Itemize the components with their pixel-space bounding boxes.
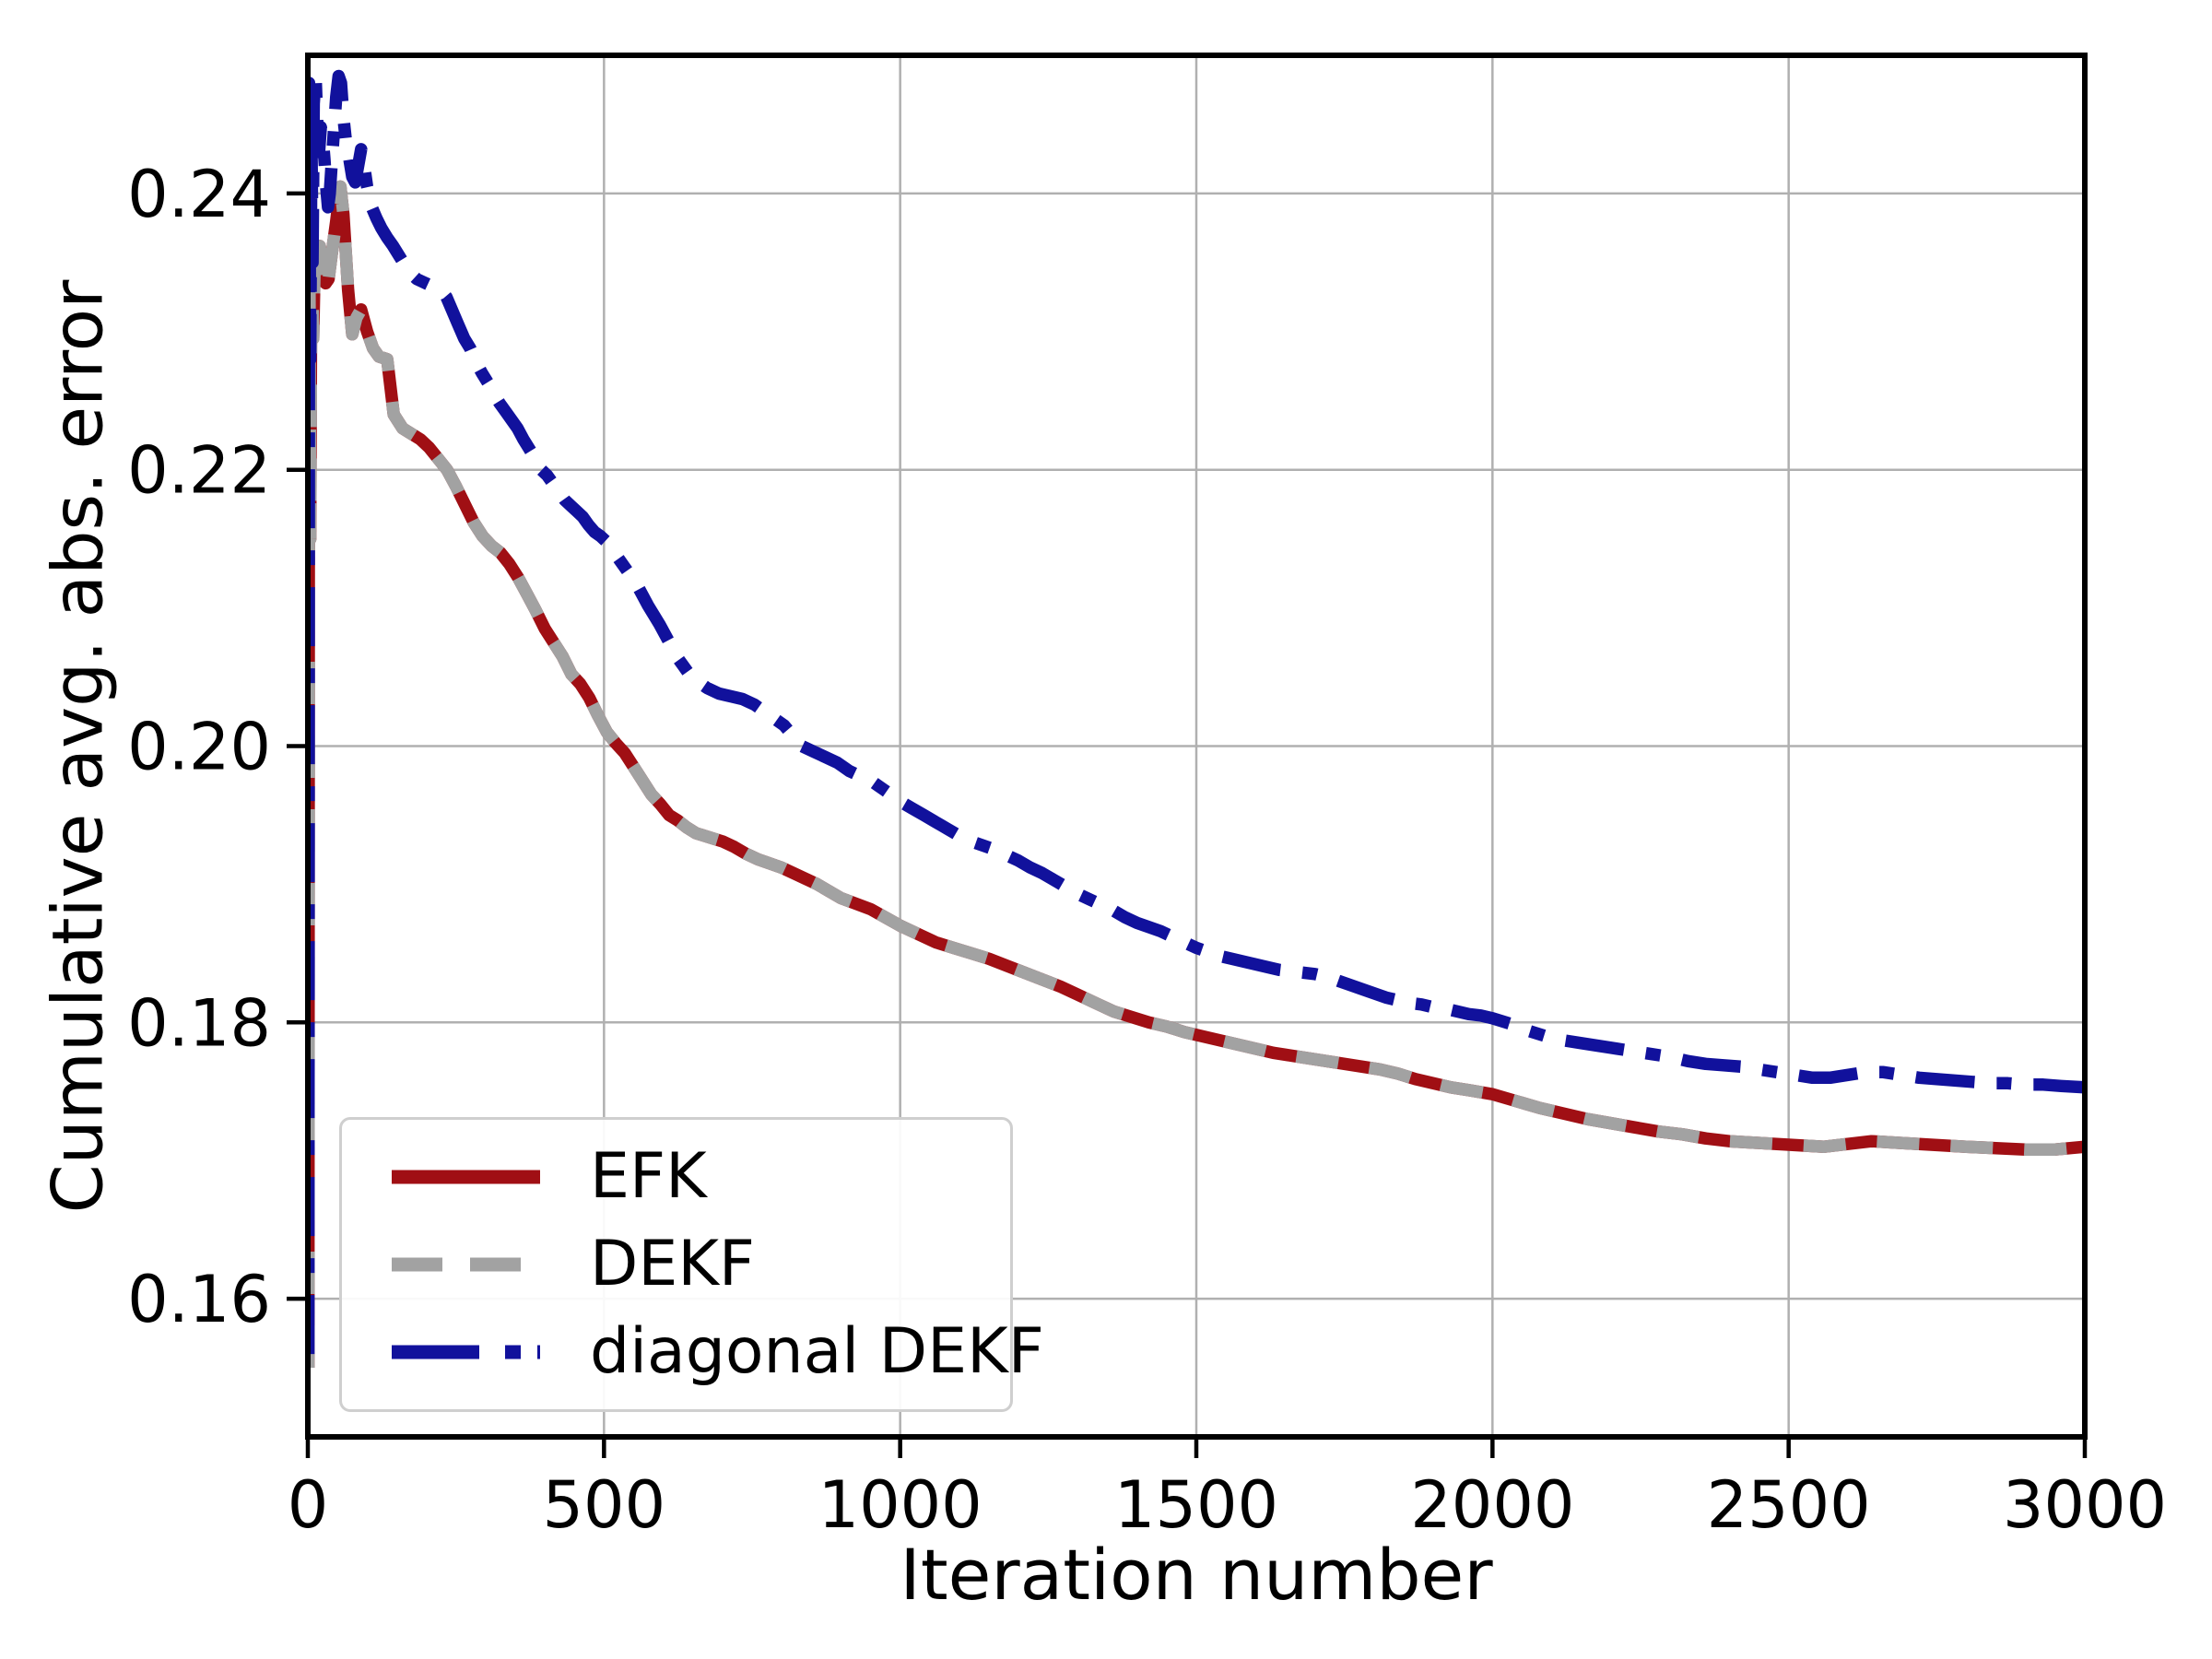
legend-line-efk-icon [392, 1170, 540, 1184]
x-tick-label: 2000 [1410, 1467, 1574, 1543]
legend-line-dekf-icon [392, 1257, 540, 1272]
x-tick-label: 3000 [2003, 1467, 2167, 1543]
tick-marks [287, 191, 2088, 1458]
y-tick-label: 0.18 [127, 985, 271, 1061]
y-tick-label: 0.24 [127, 157, 271, 232]
x-tick-label: 1000 [818, 1467, 982, 1543]
legend-item-efk: EFK [390, 1139, 1010, 1213]
x-tick-label: 500 [543, 1467, 666, 1543]
legend-item-diagonal-dekf: diagonal DEKF [390, 1321, 1044, 1383]
legend-label-dekf: DEKF [590, 1227, 756, 1300]
y-tick-label: 0.20 [127, 710, 271, 785]
x-axis-label: Iteration number [900, 1534, 1493, 1616]
x-tick-label: 1500 [1114, 1467, 1278, 1543]
y-tick-label: 0.16 [127, 1262, 271, 1337]
x-tick-label: 0 [288, 1467, 329, 1543]
legend-line-diagonal-dekf-icon [392, 1345, 540, 1359]
y-tick-label: 0.22 [127, 433, 271, 509]
dekf-line [308, 118, 2085, 1369]
y-axis-label: Cumulative avg. abs. error [36, 279, 119, 1214]
legend-label-efk: EFK [590, 1139, 707, 1213]
legend: EFK DEKF diagonal DEKF [339, 1117, 1044, 1412]
legend-label-diagonal-dekf: diagonal DEKF [590, 1315, 1044, 1389]
diagonal-dekf-line [308, 69, 2085, 1355]
x-tick-label: 2500 [1707, 1467, 1871, 1543]
legend-item-dekf: DEKF [390, 1227, 1010, 1300]
